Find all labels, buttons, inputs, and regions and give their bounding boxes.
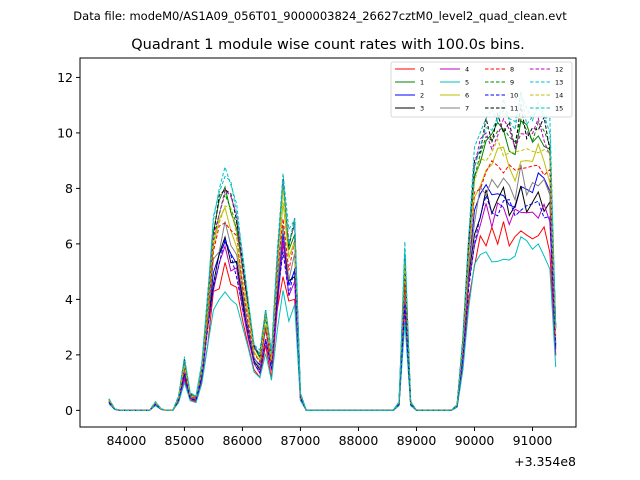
legend-label-2: 2: [420, 91, 424, 99]
chart-title: Quadrant 1 module wise count rates with …: [131, 37, 525, 53]
legend-label-9: 9: [510, 78, 514, 86]
legend-label-11: 11: [510, 104, 518, 112]
chart-suptitle: Data file: modeM0/AS1A09_056T01_90000038…: [73, 9, 567, 23]
legend-label-13: 13: [555, 78, 563, 86]
legend-label-14: 14: [555, 91, 563, 99]
legend-label-5: 5: [465, 78, 469, 86]
x-tick-label: 90000: [455, 433, 495, 448]
legend-label-10: 10: [510, 91, 518, 99]
legend-label-4: 4: [465, 65, 469, 73]
y-tick-label: 4: [65, 292, 73, 307]
axes-frame: [79, 57, 577, 428]
y-tick-label: 0: [65, 403, 73, 418]
x-tick-label: 85000: [165, 433, 205, 448]
x-offset-label: +3.354e8: [514, 454, 576, 469]
x-tick-label: 91000: [513, 433, 553, 448]
y-tick-label: 12: [57, 70, 73, 85]
legend-label-0: 0: [420, 65, 424, 73]
series-line-15: [108, 91, 557, 411]
legend-box: [390, 61, 573, 118]
y-tick-label: 2: [65, 347, 73, 362]
x-tick-label: 86000: [223, 433, 263, 448]
x-tick-label: 84000: [107, 433, 147, 448]
axis-ticks: 84000 85000 86000 87000 88000 89000 90000 91000…: [57, 70, 552, 448]
legend-label-1: 1: [420, 78, 424, 86]
x-tick-label: 89000: [397, 433, 437, 448]
legend-label-7: 7: [465, 104, 469, 112]
legend-label-15: 15: [555, 104, 563, 112]
series-lines: [108, 91, 557, 411]
y-tick-label: 6: [65, 236, 73, 251]
y-tick-label: 8: [65, 181, 73, 196]
legend-label-8: 8: [510, 65, 514, 73]
series-line-10: [108, 193, 557, 411]
legend-label-12: 12: [555, 65, 563, 73]
legend-label-6: 6: [465, 91, 469, 99]
legend-label-3: 3: [420, 104, 424, 112]
x-tick-label: 88000: [339, 433, 379, 448]
y-tick-label: 10: [57, 125, 73, 140]
x-tick-label: 87000: [281, 433, 321, 448]
